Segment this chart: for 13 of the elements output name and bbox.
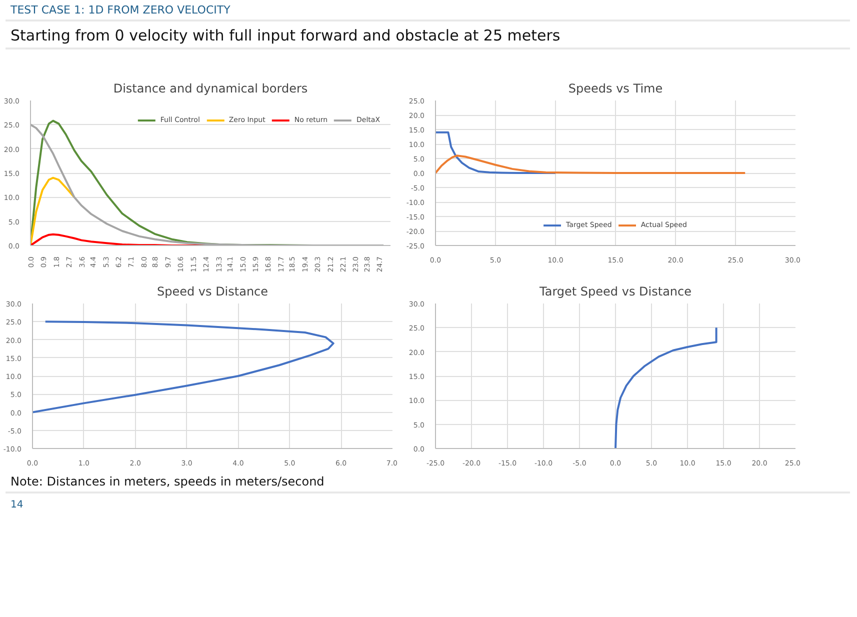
text: 14 xyxy=(10,500,24,510)
chart-title: Speeds vs Time xyxy=(568,82,663,96)
text: Starting from 0 velocity with full input forward and obstacle at 25 meters xyxy=(10,26,560,44)
chart-title: Target Speed vs Distance xyxy=(538,284,692,298)
chart-title: Distance and dynamical borders xyxy=(113,82,308,96)
line-series xyxy=(30,176,76,246)
text: Note: Distances in meters, speeds in meters/second xyxy=(10,474,324,488)
line-series xyxy=(436,154,746,174)
line-series xyxy=(436,131,556,174)
line-series xyxy=(32,320,334,414)
chart-title: Speed vs Distance xyxy=(156,284,268,298)
line-series xyxy=(614,326,718,448)
text: TEST CASE 1: 1D FROM ZERO VELOCITY xyxy=(10,4,231,16)
